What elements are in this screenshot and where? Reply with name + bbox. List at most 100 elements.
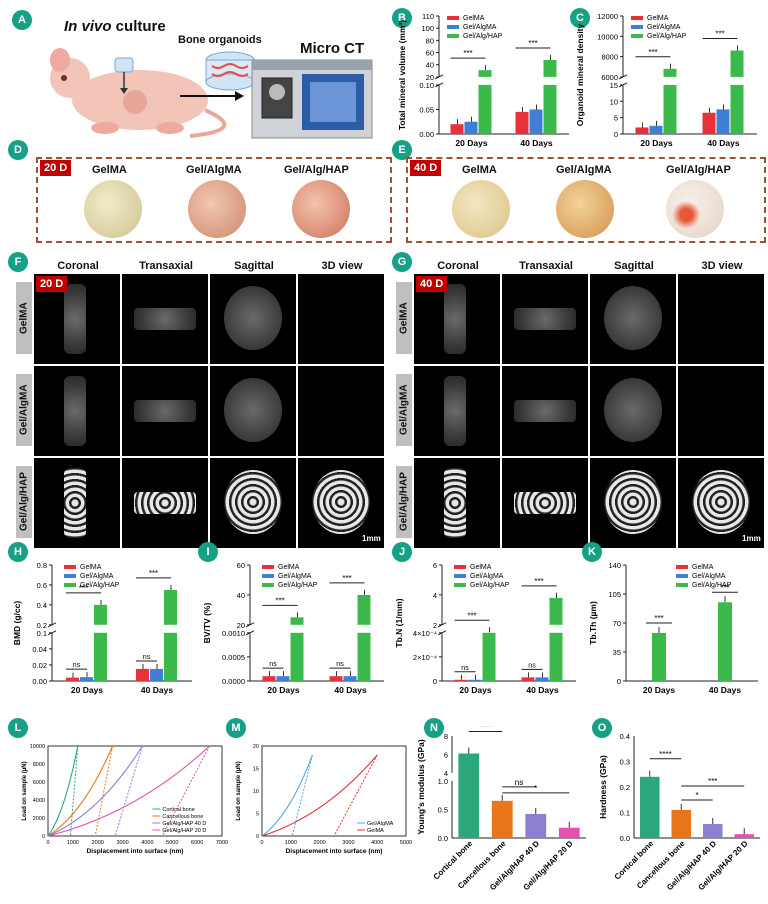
bar-gelalghap40d — [525, 813, 547, 838]
bar-gelma-1 — [702, 112, 716, 134]
panel-label-b: B — [392, 8, 412, 28]
x-axis-label: Displacement into surface (nm) — [87, 848, 184, 855]
legend-label: Gel/Alg/HAP — [470, 582, 510, 589]
y-tick-label: 2 — [433, 621, 437, 630]
bar-gelalghap-1 — [549, 632, 563, 681]
bar-gelma-0 — [66, 677, 79, 681]
x-tick-label: 0 — [46, 840, 49, 846]
panel-label-k: K — [582, 542, 602, 562]
y-tick-label: 0.0010 — [222, 629, 245, 638]
ct-image-gelalgma-3dview — [678, 366, 764, 456]
bar-gelalghap-upper-0 — [663, 68, 677, 77]
bar-gelalgma-0 — [468, 679, 482, 681]
organoid-dish-illustration — [205, 51, 255, 91]
ct-image-gelalghap-transaxial — [502, 458, 588, 548]
x-tick-label: 40 Days — [520, 138, 552, 148]
y-tick-label: 6000 — [601, 73, 618, 82]
x-tick-label: 2000 — [313, 840, 325, 846]
x-tick-label: 4000 — [141, 840, 153, 846]
bar-gelalghap-0 — [652, 632, 666, 681]
y-tick-label: 70 — [613, 619, 621, 628]
ct-column-title-sagittal: Sagittal — [614, 260, 654, 272]
petri-label-40d-gelalghap: Gel/Alg/HAP — [666, 164, 731, 176]
significance-mark: * — [534, 784, 537, 793]
y-axis-label: Total mineral volume (mm³) — [397, 20, 407, 131]
panel-label-j: J — [392, 542, 412, 562]
significance-mark: *** — [654, 614, 663, 623]
ct-image-gelma-transaxial — [122, 274, 208, 364]
bar-gelalghap40d — [702, 823, 723, 838]
unloading-curve-1 — [333, 754, 378, 837]
petri-label-20d-gelma: GelMA — [92, 164, 127, 176]
bar-gelalgma-1 — [535, 677, 549, 681]
unloading-curve-1 — [94, 745, 114, 837]
y-tick-label: 15 — [253, 767, 259, 773]
y-tick-label: 0.02 — [32, 661, 47, 670]
panel-label-d: D — [8, 140, 28, 160]
bar-gelalghap-0 — [663, 84, 677, 134]
ct-column-title-coronal: Coronal — [437, 260, 479, 272]
x-tick-label: 20 Days — [643, 685, 675, 695]
y-axis-label: Load on sample (µN) — [22, 761, 28, 820]
x-tick-label: 40 Days — [141, 685, 173, 695]
bar-gelalghap-upper-0 — [478, 70, 492, 77]
y-tick-label: 0.3 — [620, 758, 630, 767]
bar-cancellousbone — [671, 809, 692, 838]
legend-label: Gel/AlgMA — [692, 573, 726, 580]
x-tick-label: 5000 — [400, 840, 412, 846]
y-tick-label: 4 — [444, 769, 448, 778]
ct-image-gelalghap-3dview — [678, 458, 764, 548]
y-tick-label: 6 — [433, 561, 437, 570]
unloading-curve-0 — [69, 745, 79, 837]
y-tick-label: 0.2 — [620, 783, 630, 792]
significance-mark: *** — [463, 49, 472, 58]
x-tick-label: 1000 — [67, 840, 79, 846]
y-axis-label: Organoid mineral density — [575, 23, 585, 126]
y-tick-label: 0.4 — [37, 601, 47, 610]
y-tick-label: 140 — [608, 561, 621, 570]
significance-mark: *** — [79, 584, 88, 593]
ct-column-title-sagittal: Sagittal — [234, 260, 274, 272]
chart-h-bmd: 0.00 0.02 0.04 0.10.2 0.4 0.6 0.8 BMD (g/cc) 20 … — [12, 561, 192, 695]
ct-image-gelalgma-coronal — [414, 366, 500, 456]
bar-gelalgma-1 — [343, 676, 357, 681]
y-tick-label: 2×10⁻⁴ — [413, 653, 437, 662]
bar-gelalghap-0 — [482, 632, 496, 681]
legend-swatch — [676, 574, 688, 578]
legend-swatch — [64, 574, 76, 578]
panel-label-h: H — [8, 542, 28, 562]
legend-label: GelMA — [278, 564, 300, 571]
ct-scale-bar: 1mm — [362, 534, 381, 543]
significance-mark: * — [695, 791, 698, 800]
legend-label: Gel/AlgMA — [647, 24, 681, 31]
panel-label-c: C — [570, 8, 590, 28]
bar-gelalghap-upper-1 — [543, 59, 557, 77]
x-tick-label: 3000 — [116, 840, 128, 846]
significance-mark: ns — [269, 661, 277, 668]
bar-gelma-0 — [262, 676, 276, 681]
bar-cancellousbone — [491, 800, 513, 838]
legend-label: GelMA — [647, 15, 669, 22]
unloading-curve-2 — [114, 745, 143, 837]
ct-image-gelalgma-sagittal — [210, 366, 296, 456]
x-tick-label: 7000 — [216, 840, 228, 846]
petri-label-40d-gelma: GelMA — [462, 164, 497, 176]
significance-mark: *** — [467, 611, 476, 620]
bar-gelalghap-upper-1 — [357, 594, 371, 625]
legend-swatch — [454, 574, 466, 578]
bar-gelalgma-1 — [716, 109, 730, 134]
chart-j-tbn: 0 2×10⁻⁴ 4×10⁻⁴2 4 6 Tb.N (1/mm) 20 Days *** ns 4… — [394, 561, 576, 695]
bar-gelalghap-1 — [718, 602, 732, 681]
legend-swatch — [631, 16, 643, 20]
legend-label: Gel/AlgMA — [278, 573, 312, 580]
ct-row-label-gelalghap: Gel/Alg/HAP — [396, 466, 412, 538]
x-tick-label: 40 Days — [334, 685, 366, 695]
y-tick-label: 0.10 — [419, 81, 434, 90]
petri-tag-40d: 40 D — [410, 160, 442, 176]
bar-gelalgma-0 — [464, 121, 478, 134]
unloading-curve-3 — [161, 745, 211, 837]
y-tick-label: 0 — [617, 677, 621, 686]
bar-gelalghap20d — [734, 834, 755, 838]
